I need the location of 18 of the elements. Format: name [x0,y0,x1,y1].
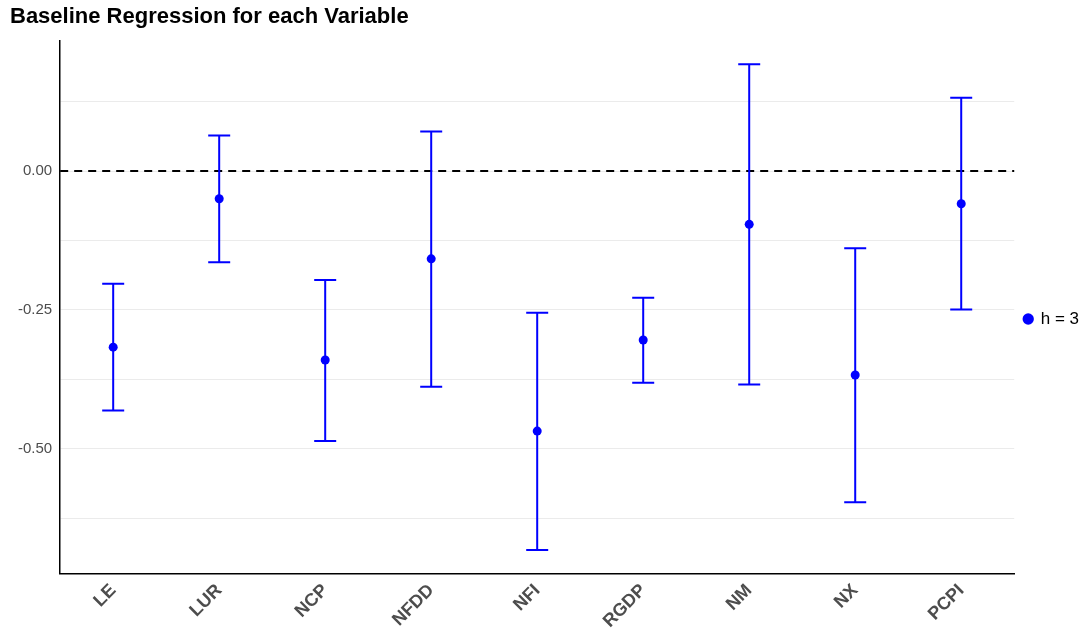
point [532,426,542,436]
x-tick-label: NX [829,579,862,612]
point [956,199,966,209]
point [638,335,648,345]
point [320,355,330,365]
point [850,370,860,380]
legend-label: h = 3 [1040,308,1080,328]
y-tick-label: -0.25 [17,300,53,318]
y-tick-label: 0.00 [22,161,53,179]
chart-title: Baseline Regression for each Variable [10,3,409,29]
point [108,342,118,352]
x-tick-label: NM [721,579,756,614]
point [744,219,754,229]
y-tick-label: -0.50 [17,439,53,457]
x-tick-label: LE [89,579,120,611]
point [426,254,436,264]
x-tick-label: NFI [508,579,544,615]
point [214,194,224,204]
